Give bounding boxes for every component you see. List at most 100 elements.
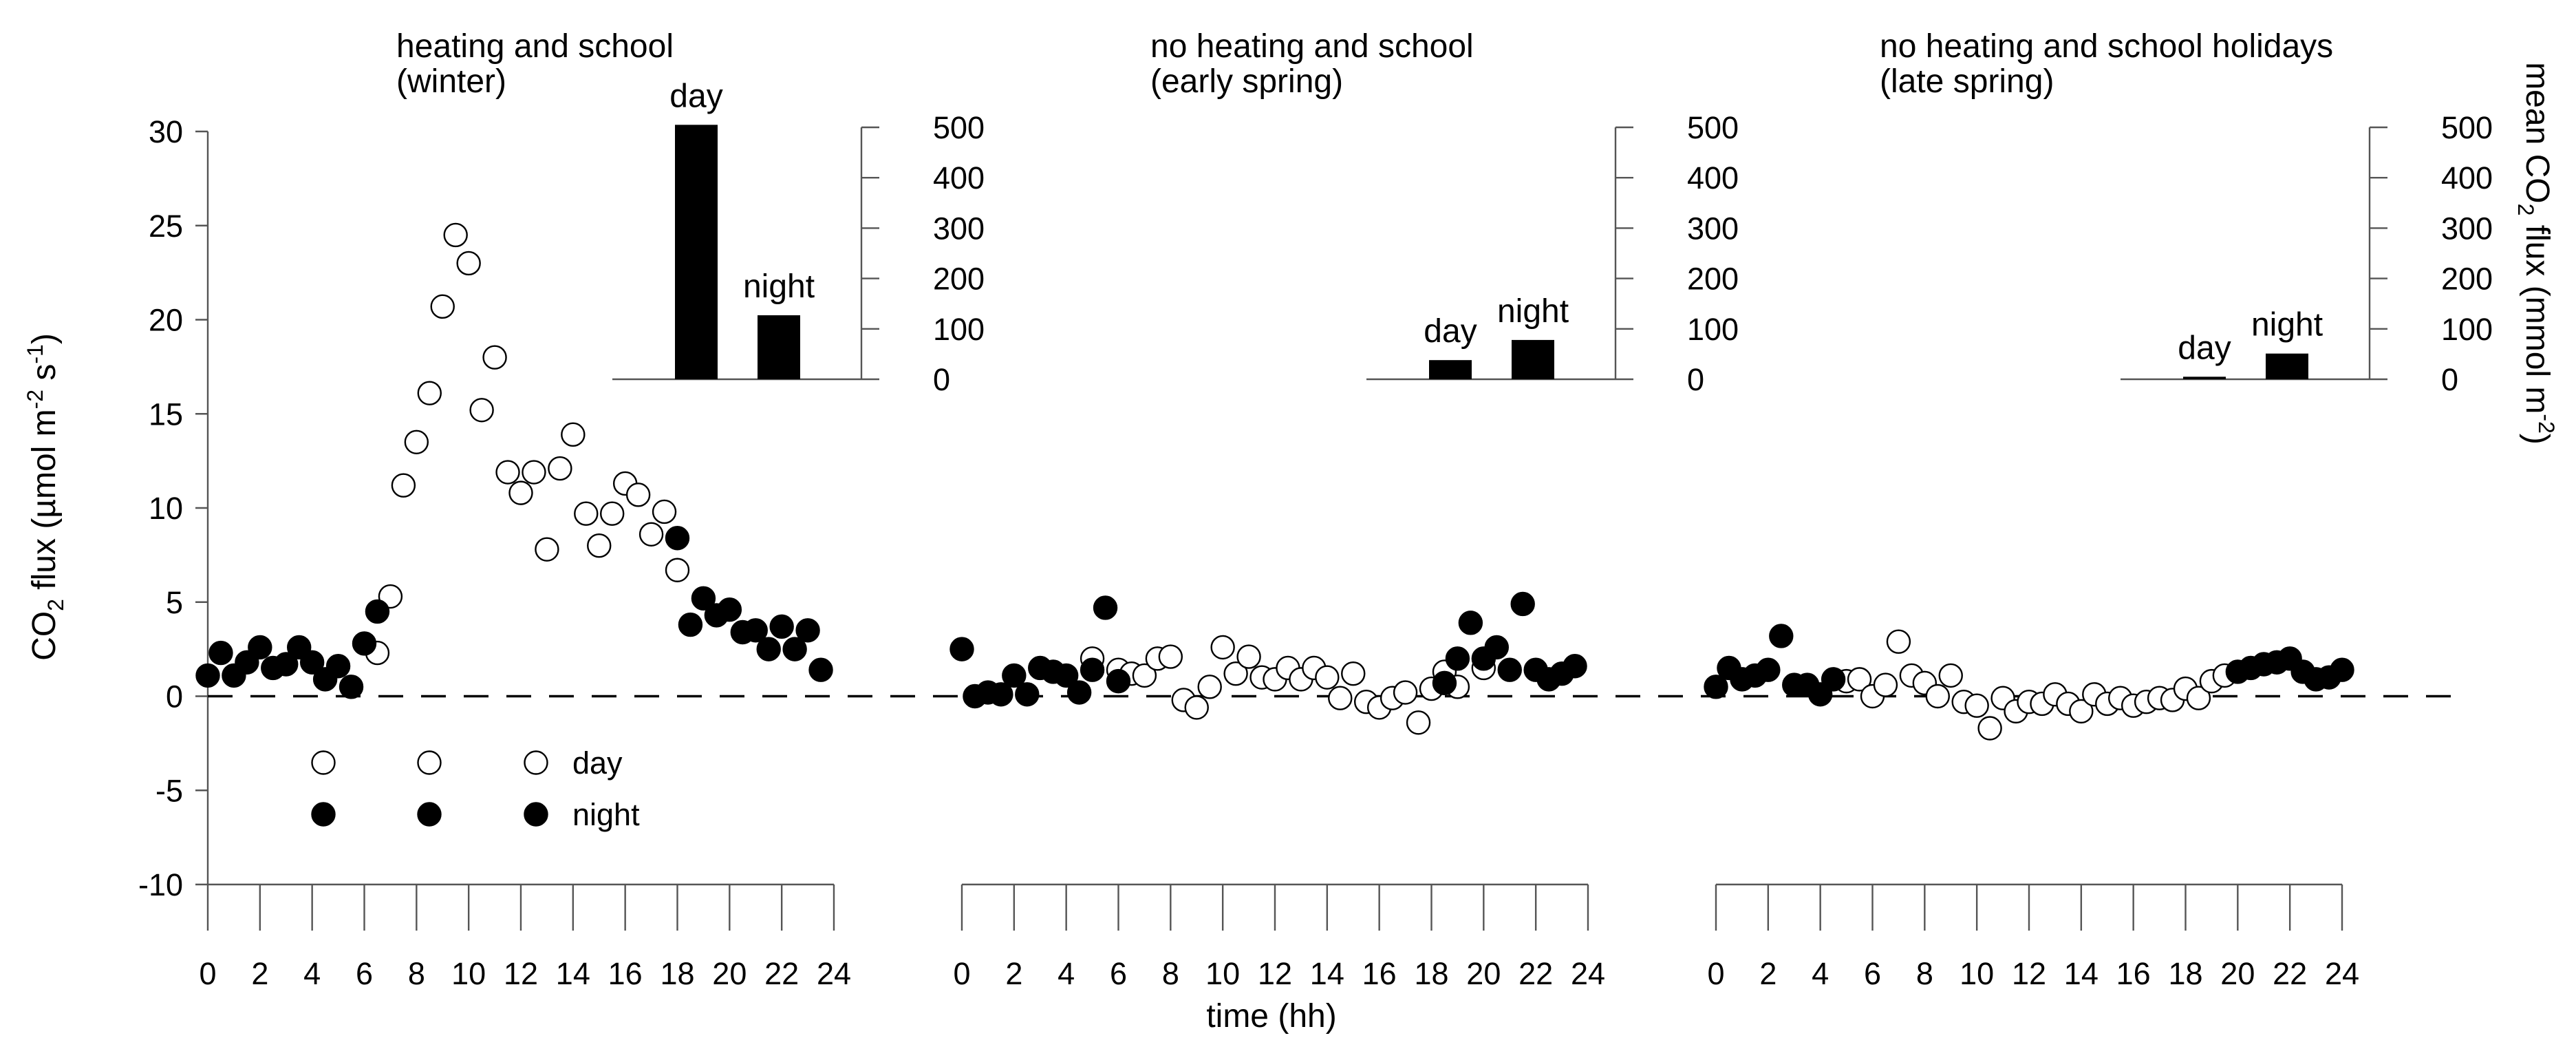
legend: day night xyxy=(311,745,640,832)
x-tick-label: 12 xyxy=(504,956,538,991)
inset-y-tick-label: 400 xyxy=(2441,160,2493,195)
day-point xyxy=(1197,675,1222,699)
night-point xyxy=(1704,675,1728,699)
day-point xyxy=(1223,661,1248,686)
night-point xyxy=(208,640,233,666)
day-point xyxy=(561,422,586,447)
inset-bar-night xyxy=(2266,353,2308,379)
night-point xyxy=(769,614,794,639)
day-point xyxy=(1393,680,1418,705)
night-point xyxy=(1458,611,1483,635)
night-point xyxy=(756,637,781,661)
night-point xyxy=(678,612,703,637)
day-point xyxy=(1132,663,1157,688)
x-tick-label: 14 xyxy=(2064,956,2099,991)
night-point xyxy=(1510,591,1535,617)
day-point xyxy=(638,522,664,547)
day-point xyxy=(2069,699,2094,724)
y-tick-label: 20 xyxy=(149,303,183,338)
x-tick-label: 8 xyxy=(1162,956,1179,991)
day-point xyxy=(587,533,612,558)
x-tick-label: 0 xyxy=(1707,956,1724,991)
panel-subtitle: (early spring) xyxy=(1150,63,1343,100)
inset-bar-label: day xyxy=(1424,313,1477,350)
night-point xyxy=(339,675,364,699)
inset-y-tick-label: 500 xyxy=(1687,110,1739,145)
day-point xyxy=(1925,683,1950,709)
x-tick-label: 20 xyxy=(1466,956,1501,991)
x-tick-label: 20 xyxy=(2220,956,2255,991)
day-point xyxy=(574,501,599,526)
night-point xyxy=(717,597,742,622)
inset-y-tick-label: 400 xyxy=(933,160,985,195)
day-point xyxy=(469,398,494,423)
day-point xyxy=(535,537,559,562)
night-point xyxy=(949,637,974,661)
panel-title: no heating and school xyxy=(1150,28,1474,65)
y-axis-label: CO2 flux (µmol m-2 s-1) xyxy=(23,333,68,661)
inset-bar-label: night xyxy=(743,268,815,305)
x-tick-label: 2 xyxy=(1005,956,1022,991)
y-tick-label: 30 xyxy=(149,114,183,149)
inset-bar-label: day xyxy=(669,78,722,114)
panel-title: no heating and school holidays xyxy=(1880,28,2333,65)
inset-bar-label: day xyxy=(2178,330,2231,366)
x-tick-label: 22 xyxy=(764,956,799,991)
night-point xyxy=(248,635,272,660)
night-point xyxy=(795,618,820,643)
data-layer: day night day night day night xyxy=(195,78,2354,741)
legend-night-marker xyxy=(524,802,548,827)
x-tick-label: 16 xyxy=(1362,956,1397,991)
night-point xyxy=(1093,595,1118,620)
x-tick-label: 24 xyxy=(2325,956,2359,991)
legend-day-marker xyxy=(311,750,336,775)
y-tick-label: 15 xyxy=(149,396,183,432)
x-tick-label: 24 xyxy=(1571,956,1605,991)
x-tick-label: 24 xyxy=(817,956,851,991)
legend-night-marker xyxy=(417,802,442,827)
inset-y-tick-label: 100 xyxy=(2441,312,2493,347)
inset-y-tick-label: 300 xyxy=(1687,211,1739,246)
panel-subtitle: (winter) xyxy=(396,63,506,100)
inset-y-tick-label: 500 xyxy=(2441,110,2493,145)
day-point xyxy=(522,460,546,485)
day-point xyxy=(1873,672,1898,697)
night-point xyxy=(1106,668,1131,694)
day-point xyxy=(443,222,468,248)
night-point xyxy=(782,637,807,661)
night-point xyxy=(1002,663,1027,688)
day-point xyxy=(600,501,625,526)
day-point xyxy=(1236,644,1261,669)
day-point xyxy=(495,460,520,485)
night-point xyxy=(299,650,325,675)
y-tick-label: 25 xyxy=(149,209,183,244)
x-tick-label: 22 xyxy=(1518,956,1553,991)
legend-night-label: night xyxy=(572,797,640,832)
x-tick-label: 12 xyxy=(1258,956,1292,991)
x-tick-label: 18 xyxy=(1414,956,1448,991)
y-tick-label: 10 xyxy=(149,491,183,526)
x-tick-label: 2 xyxy=(1759,956,1777,991)
x-tick-label: 8 xyxy=(408,956,425,991)
day-point xyxy=(1210,635,1235,660)
day-point xyxy=(1328,686,1353,710)
day-point xyxy=(625,483,651,507)
day-point xyxy=(652,499,677,524)
night-point xyxy=(743,618,768,643)
inset-y-tick-label: 100 xyxy=(1687,312,1739,347)
x-tick-label: 10 xyxy=(1205,956,1240,991)
inset-y-tick-label: 300 xyxy=(933,211,985,246)
day-point xyxy=(548,456,572,481)
x-tick-label: 6 xyxy=(356,956,373,991)
night-point xyxy=(1432,670,1457,696)
night-point xyxy=(1445,646,1470,671)
inset-y-tick-label: 100 xyxy=(933,312,985,347)
night-point xyxy=(691,586,716,611)
y-tick-label: 5 xyxy=(166,585,183,620)
night-point xyxy=(1484,635,1509,660)
night-point xyxy=(1756,657,1781,682)
night-point xyxy=(989,682,1013,707)
inset-y-tick-label: 400 xyxy=(1687,160,1739,195)
day-point xyxy=(430,294,455,319)
x-tick-label: 14 xyxy=(1310,956,1344,991)
